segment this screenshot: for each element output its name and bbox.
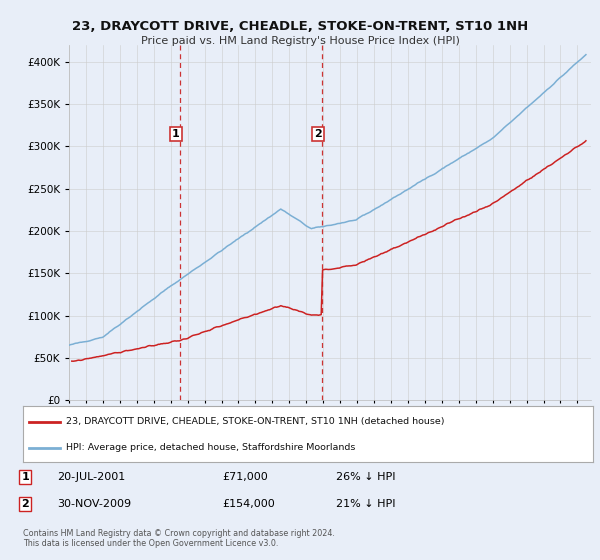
Text: 2: 2 <box>22 499 29 509</box>
Text: £71,000: £71,000 <box>222 472 268 482</box>
Text: Price paid vs. HM Land Registry's House Price Index (HPI): Price paid vs. HM Land Registry's House … <box>140 36 460 46</box>
Text: HPI: Average price, detached house, Staffordshire Moorlands: HPI: Average price, detached house, Staf… <box>65 444 355 452</box>
Text: 1: 1 <box>172 129 179 139</box>
Text: 26% ↓ HPI: 26% ↓ HPI <box>336 472 395 482</box>
Text: 21% ↓ HPI: 21% ↓ HPI <box>336 499 395 509</box>
Text: 1: 1 <box>22 472 29 482</box>
Text: 30-NOV-2009: 30-NOV-2009 <box>57 499 131 509</box>
Text: 23, DRAYCOTT DRIVE, CHEADLE, STOKE-ON-TRENT, ST10 1NH (detached house): 23, DRAYCOTT DRIVE, CHEADLE, STOKE-ON-TR… <box>65 417 444 426</box>
Text: 23, DRAYCOTT DRIVE, CHEADLE, STOKE-ON-TRENT, ST10 1NH: 23, DRAYCOTT DRIVE, CHEADLE, STOKE-ON-TR… <box>72 20 528 32</box>
Text: 2: 2 <box>314 129 322 139</box>
Text: £154,000: £154,000 <box>222 499 275 509</box>
Text: Contains HM Land Registry data © Crown copyright and database right 2024.
This d: Contains HM Land Registry data © Crown c… <box>23 529 335 548</box>
Text: 20-JUL-2001: 20-JUL-2001 <box>57 472 125 482</box>
